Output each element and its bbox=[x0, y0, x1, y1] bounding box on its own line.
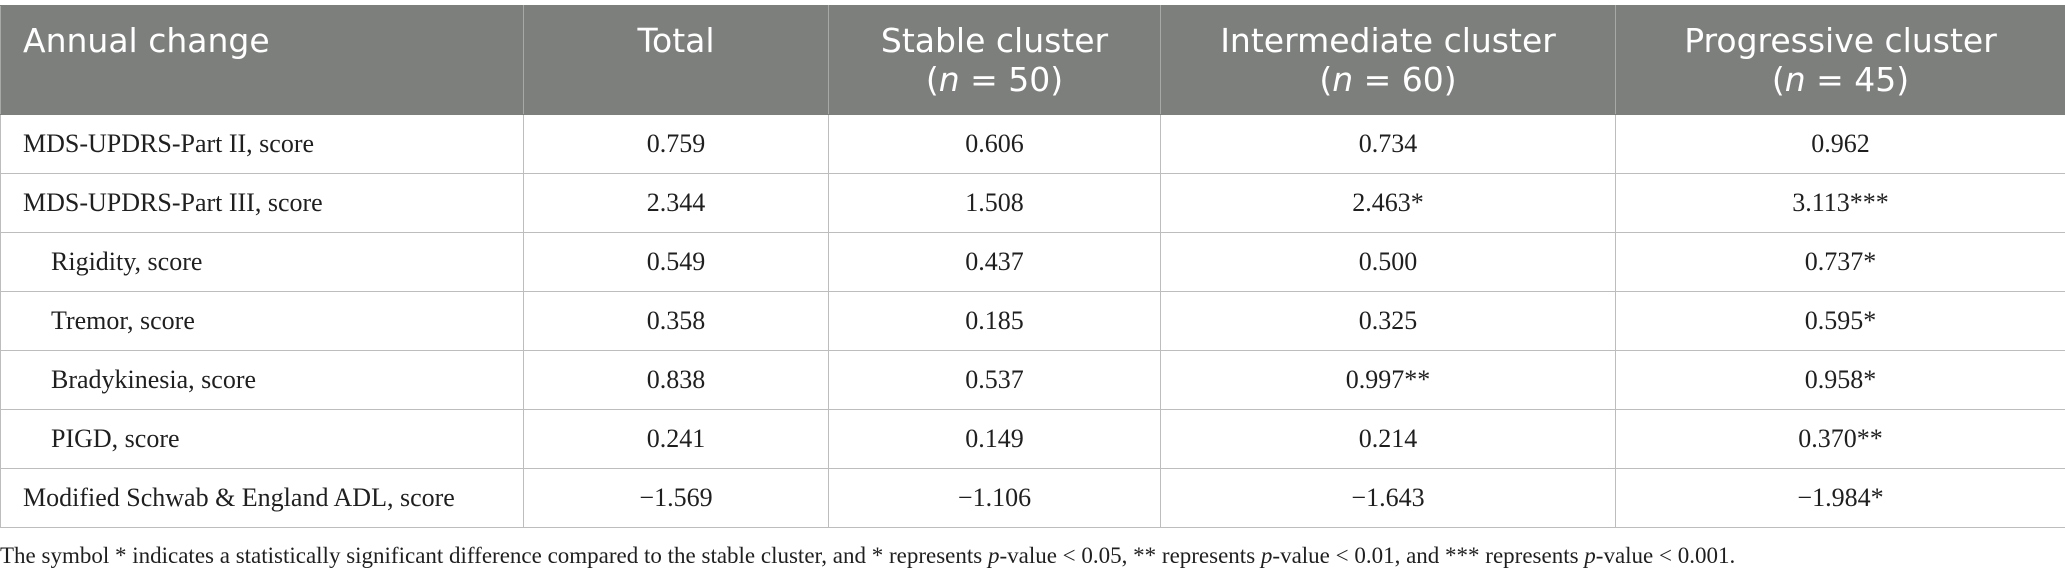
column-header-label: Intermediate cluster bbox=[1220, 21, 1556, 60]
n-value: = 45 bbox=[1805, 60, 1897, 99]
table-row: Tremor, score 0.358 0.185 0.325 0.595* bbox=[0, 291, 2065, 351]
column-header-n-count: (n = 60) bbox=[1319, 60, 1457, 99]
table-header-row: Annual change Total Stable cluster (n = … bbox=[0, 5, 2065, 115]
cell-stable: 0.537 bbox=[828, 350, 1161, 410]
cell-stable: 0.149 bbox=[828, 409, 1161, 469]
cell-stable: 0.185 bbox=[828, 291, 1161, 351]
cell-progressive: 0.958* bbox=[1615, 350, 2065, 410]
column-header-label: Total bbox=[637, 21, 715, 60]
table-row: MDS-UPDRS-Part III, score 2.344 1.508 2.… bbox=[0, 173, 2065, 233]
cell-total: 0.549 bbox=[523, 232, 829, 292]
cell-intermediate: −1.643 bbox=[1160, 468, 1616, 528]
cell-progressive: −1.984* bbox=[1615, 468, 2065, 528]
cell-intermediate: 0.500 bbox=[1160, 232, 1616, 292]
data-table-container: Annual change Total Stable cluster (n = … bbox=[0, 5, 2065, 528]
annual-change-table: Annual change Total Stable cluster (n = … bbox=[0, 5, 2065, 528]
n-value: = 60 bbox=[1353, 60, 1444, 99]
cell-stable: 0.606 bbox=[828, 114, 1161, 174]
cell-progressive: 0.737* bbox=[1615, 232, 2065, 292]
column-header-label: Stable cluster bbox=[880, 21, 1109, 60]
cell-total: 0.358 bbox=[523, 291, 829, 351]
cell-intermediate: 0.734 bbox=[1160, 114, 1616, 174]
column-header-n-count: (n = 50) bbox=[925, 60, 1064, 99]
cell-intermediate: 0.325 bbox=[1160, 291, 1616, 351]
column-header-n-count: (n = 45) bbox=[1771, 60, 1910, 99]
row-label: Bradykinesia, score bbox=[0, 350, 524, 410]
table-row: Rigidity, score 0.549 0.437 0.500 0.737* bbox=[0, 232, 2065, 292]
footnote-text: -value < 0.01, and *** represents bbox=[1272, 543, 1585, 568]
footnote-text: The symbol * indicates a statistically s… bbox=[0, 543, 988, 568]
row-label: MDS-UPDRS-Part II, score bbox=[0, 114, 524, 174]
footnote-text: -value < 0.001. bbox=[1595, 543, 1736, 568]
cell-total: −1.569 bbox=[523, 468, 829, 528]
cell-intermediate: 2.463* bbox=[1160, 173, 1616, 233]
table-row: PIGD, score 0.241 0.149 0.214 0.370** bbox=[0, 409, 2065, 469]
table-row: Modified Schwab & England ADL, score −1.… bbox=[0, 468, 2065, 528]
cell-progressive: 3.113*** bbox=[1615, 173, 2065, 233]
cell-progressive: 0.370** bbox=[1615, 409, 2065, 469]
footnote-p-symbol: p bbox=[1584, 543, 1596, 568]
table-row: MDS-UPDRS-Part II, score 0.759 0.606 0.7… bbox=[0, 114, 2065, 174]
row-label: Tremor, score bbox=[0, 291, 524, 351]
cell-stable: −1.106 bbox=[828, 468, 1161, 528]
cell-intermediate: 0.214 bbox=[1160, 409, 1616, 469]
footnote-p-symbol: p bbox=[987, 543, 1000, 568]
column-header-intermediate-cluster: Intermediate cluster (n = 60) bbox=[1160, 5, 1616, 115]
row-label: Rigidity, score bbox=[0, 232, 524, 292]
row-label: Modified Schwab & England ADL, score bbox=[0, 468, 524, 528]
column-header-total: Total bbox=[523, 5, 829, 115]
n-symbol: n bbox=[1332, 60, 1354, 99]
n-value: = 50 bbox=[959, 60, 1051, 99]
cell-total: 0.241 bbox=[523, 409, 829, 469]
cell-progressive: 0.962 bbox=[1615, 114, 2065, 174]
column-header-label: Progressive cluster bbox=[1684, 21, 1997, 60]
cell-total: 0.838 bbox=[523, 350, 829, 410]
cell-intermediate: 0.997** bbox=[1160, 350, 1616, 410]
cell-progressive: 0.595* bbox=[1615, 291, 2065, 351]
column-header-label: Annual change bbox=[23, 21, 270, 60]
row-label: MDS-UPDRS-Part III, score bbox=[0, 173, 524, 233]
footnote-text: -value < 0.05, ** represents bbox=[999, 543, 1261, 568]
cell-total: 0.759 bbox=[523, 114, 829, 174]
cell-stable: 0.437 bbox=[828, 232, 1161, 292]
column-header-progressive-cluster: Progressive cluster (n = 45) bbox=[1615, 5, 2065, 115]
table-footnote: The symbol * indicates a statistically s… bbox=[0, 543, 2065, 569]
cell-stable: 1.508 bbox=[828, 173, 1161, 233]
row-label: PIGD, score bbox=[0, 409, 524, 469]
n-symbol: n bbox=[1784, 60, 1806, 99]
column-header-annual-change: Annual change bbox=[0, 5, 524, 115]
table-row: Bradykinesia, score 0.838 0.537 0.997** … bbox=[0, 350, 2065, 410]
column-header-stable-cluster: Stable cluster (n = 50) bbox=[828, 5, 1161, 115]
cell-total: 2.344 bbox=[523, 173, 829, 233]
n-symbol: n bbox=[938, 60, 960, 99]
footnote-p-symbol: p bbox=[1260, 543, 1273, 568]
